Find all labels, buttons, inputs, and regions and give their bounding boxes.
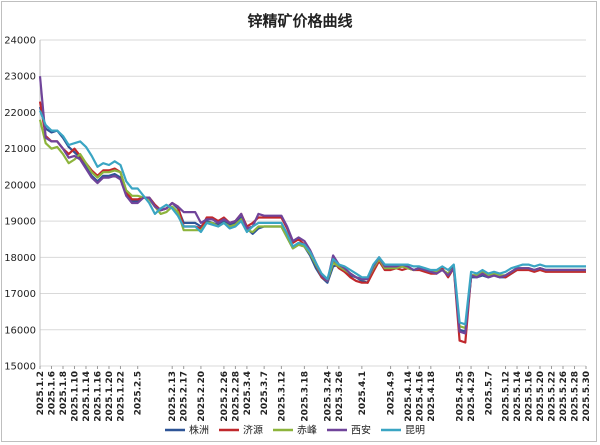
x-tick-label: 2025.4.9	[387, 371, 397, 415]
x-tick-label: 2025.4.25	[456, 371, 466, 422]
x-tick-label: 2025.5.20	[536, 371, 546, 422]
x-tick-label: 2025.5.14	[513, 371, 523, 422]
legend-label: 株洲	[189, 424, 209, 437]
x-tick-label: 2025.3.18	[300, 371, 310, 422]
legend-label: 西安	[351, 424, 371, 437]
x-tick-label: 2025.1.20	[105, 371, 115, 422]
x-tick-label: 2025.1.2	[36, 371, 46, 415]
x-tick-label: 2025.4.1	[358, 371, 368, 415]
x-tick-label: 2025.1.10	[70, 371, 80, 422]
y-tick-label: 22000	[4, 108, 36, 119]
x-tick-label: 2025.5.26	[559, 371, 569, 422]
y-tick-label: 16000	[4, 325, 36, 336]
legend-label: 赤峰	[297, 425, 317, 437]
x-tick-label: 2025.1.16	[93, 371, 103, 422]
y-tick-label: 24000	[4, 36, 36, 47]
legend-label: 昆明	[405, 425, 425, 437]
x-tick-label: 2025.2.5	[134, 371, 144, 415]
x-tick-label: 2025.2.20	[197, 371, 207, 422]
x-tick-label: 2025.2.17	[180, 371, 190, 422]
x-tick-label: 2025.4.18	[427, 371, 437, 422]
x-tick-label: 2025.2.28	[231, 371, 241, 422]
y-tick-label: 20000	[4, 180, 36, 191]
x-tick-label: 2025.3.4	[243, 371, 253, 415]
x-tick-label: 2025.3.24	[323, 371, 333, 422]
x-tick-label: 2025.3.26	[335, 371, 345, 422]
chart-title: 锌精矿价格曲线	[247, 12, 352, 30]
series-line	[38, 106, 586, 333]
x-tick-label: 2025.3.12	[277, 371, 287, 422]
series-line	[38, 76, 586, 335]
x-tick-label: 2025.4.14	[404, 371, 414, 422]
series-line	[38, 119, 586, 330]
x-tick-label: 2025.1.14	[82, 371, 92, 422]
x-tick-label: 2025.5.12	[502, 371, 512, 422]
x-tick-label: 2025.1.6	[47, 371, 57, 415]
x-tick-label: 2025.5.30	[582, 371, 592, 422]
legend: 株洲 济源 赤峰 西安 昆明	[165, 424, 425, 437]
series-line	[38, 101, 586, 344]
x-tick-label: 2025.1.22	[116, 371, 126, 422]
x-tick-label: 2025.1.8	[59, 371, 69, 415]
legend-label: 济源	[243, 424, 263, 437]
series-line	[38, 110, 586, 326]
x-tick-label: 2025.4.16	[415, 371, 425, 422]
y-tick-label: 21000	[4, 144, 36, 155]
y-tick-label: 17000	[4, 289, 36, 300]
y-axis-ticks: 15000 16000 17000 18000 19000 20000 21000 22000…	[4, 36, 36, 373]
y-tick-label: 23000	[4, 72, 36, 83]
grid-lines	[39, 39, 586, 367]
x-tick-label: 2025.5.7	[484, 371, 494, 415]
x-tick-label: 2025.2.13	[168, 371, 178, 422]
series-lines	[38, 76, 586, 344]
x-tick-label: 2025.3.7	[260, 371, 270, 415]
x-axis-ticks: 2025.1.2 2025.1.6 2025.1.8 2025.1.10 2025.1.…	[36, 366, 592, 422]
x-tick-label: 2025.2.26	[220, 371, 230, 422]
y-tick-label: 18000	[4, 253, 36, 264]
x-tick-label: 2025.5.28	[571, 371, 581, 422]
x-tick-label: 2025.5.16	[525, 371, 535, 422]
x-tick-label: 2025.4.29	[467, 371, 477, 422]
y-tick-label: 19000	[4, 217, 36, 228]
y-tick-label: 15000	[4, 362, 36, 373]
x-tick-label: 2025.5.22	[548, 371, 558, 422]
